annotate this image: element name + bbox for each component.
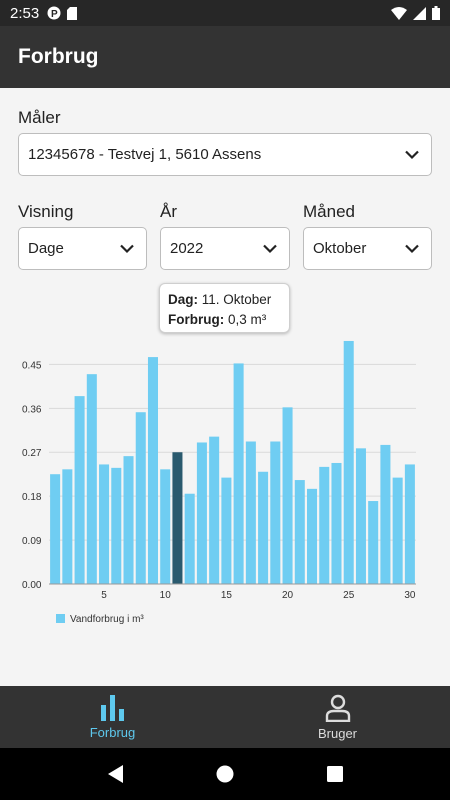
meter-select[interactable]: 12345678 - Testvej 1, 5610 Assens bbox=[18, 133, 432, 176]
status-bar: 2:53 P bbox=[0, 0, 450, 26]
x-tick-label: 25 bbox=[343, 590, 355, 601]
bar bbox=[294, 480, 305, 584]
view-value: Dage bbox=[28, 240, 64, 257]
bar bbox=[404, 464, 415, 584]
month-label: Måned bbox=[303, 202, 355, 221]
meter-label: Måler bbox=[18, 108, 61, 127]
bar bbox=[86, 374, 97, 584]
bar bbox=[123, 456, 134, 584]
battery-icon bbox=[432, 6, 440, 20]
bar bbox=[233, 363, 244, 584]
bar bbox=[62, 469, 73, 584]
bar bbox=[50, 474, 61, 584]
bar bbox=[245, 441, 256, 584]
month-select[interactable]: Oktober bbox=[303, 227, 432, 270]
bar bbox=[343, 340, 354, 584]
bar bbox=[74, 396, 85, 584]
y-tick-label: 0.09 bbox=[22, 536, 42, 547]
wifi-icon bbox=[391, 6, 407, 20]
page-title: Forbrug bbox=[18, 45, 99, 68]
view-label: Visning bbox=[18, 202, 74, 221]
nav-item-forbrug[interactable]: Forbrug bbox=[0, 686, 225, 748]
app-bar: Forbrug bbox=[0, 26, 450, 88]
bar bbox=[184, 493, 195, 584]
bar bbox=[331, 462, 342, 584]
user-icon bbox=[325, 694, 350, 722]
x-tick-label: 5 bbox=[101, 590, 107, 601]
nav-item-bruger[interactable]: Bruger bbox=[225, 686, 450, 748]
legend-label: Vandforbrug i m³ bbox=[70, 614, 144, 625]
bar bbox=[307, 488, 318, 584]
bar bbox=[392, 477, 403, 584]
chevron-down-icon bbox=[405, 244, 419, 253]
svg-text:P: P bbox=[51, 9, 58, 20]
legend-swatch bbox=[56, 614, 65, 623]
bar bbox=[209, 436, 220, 584]
y-tick-label: 0.36 bbox=[22, 404, 42, 415]
tooltip-usage-key: Forbrug: bbox=[168, 312, 225, 327]
bar bbox=[221, 477, 232, 584]
year-label: År bbox=[160, 202, 177, 221]
notification-icon: P bbox=[47, 6, 61, 20]
chevron-down-icon bbox=[405, 150, 419, 159]
view-select[interactable]: Dage bbox=[18, 227, 147, 270]
bar-chart-icon bbox=[100, 694, 124, 721]
nav-label-bruger: Bruger bbox=[317, 725, 358, 741]
x-tick-label: 20 bbox=[282, 590, 294, 601]
tooltip-day-key: Dag: bbox=[168, 292, 198, 307]
y-tick-label: 0.18 bbox=[22, 492, 42, 503]
x-tick-label: 10 bbox=[160, 590, 172, 601]
bar bbox=[355, 448, 366, 584]
recents-icon[interactable] bbox=[326, 765, 344, 783]
chart-tooltip: Dag: 11. Oktober Forbrug: 0,3 m³ bbox=[159, 283, 290, 333]
y-tick-label: 0.27 bbox=[22, 448, 42, 459]
bar bbox=[135, 412, 146, 584]
y-tick-label: 0.45 bbox=[22, 360, 42, 371]
usage-chart: 0.00 0.09 0.18 0.27 0.36 0.45 5 10 15 20 25 30 Vandf… bbox=[22, 340, 416, 625]
bar bbox=[99, 464, 110, 584]
y-tick-label: 0.00 bbox=[22, 580, 42, 591]
bar bbox=[380, 444, 391, 584]
bar bbox=[368, 501, 379, 584]
bar bbox=[319, 466, 330, 584]
back-icon[interactable] bbox=[106, 764, 124, 784]
nav-label-forbrug: Forbrug bbox=[89, 724, 136, 740]
meter-value: 12345678 - Testvej 1, 5610 Assens bbox=[28, 146, 262, 163]
bar bbox=[282, 407, 293, 584]
bar bbox=[160, 469, 171, 584]
home-icon[interactable] bbox=[215, 764, 235, 784]
bar bbox=[258, 471, 269, 584]
signal-icon bbox=[413, 6, 426, 20]
month-value: Oktober bbox=[313, 240, 367, 257]
chevron-down-icon bbox=[263, 244, 277, 253]
bar bbox=[147, 357, 158, 584]
sd-card-icon bbox=[67, 6, 78, 20]
bottom-navigation: Forbrug Bruger bbox=[0, 686, 450, 748]
year-select[interactable]: 2022 bbox=[160, 227, 290, 270]
chevron-down-icon bbox=[120, 244, 134, 253]
x-tick-label: 15 bbox=[221, 590, 233, 601]
bar bbox=[111, 467, 122, 584]
status-time: 2:53 bbox=[10, 4, 40, 22]
x-tick-label: 30 bbox=[404, 590, 416, 601]
bar bbox=[172, 452, 183, 584]
year-value: 2022 bbox=[170, 240, 204, 257]
system-navigation-bar bbox=[0, 748, 450, 800]
bar bbox=[196, 442, 207, 584]
bar bbox=[270, 441, 281, 584]
tooltip-day-value: 11. Oktober bbox=[201, 292, 272, 307]
tooltip-usage-value: 0,3 m³ bbox=[228, 312, 267, 327]
